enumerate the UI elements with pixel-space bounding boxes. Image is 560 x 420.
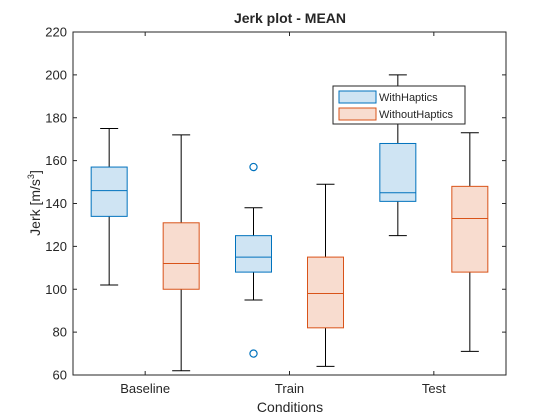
y-tick-label: 200 (45, 67, 67, 82)
y-axis-label: Jerk [m/s3] (26, 170, 43, 236)
x-tick-label: Baseline (120, 381, 170, 396)
box-WithoutHaptics-Baseline (162, 134, 200, 372)
legend-label: WithHaptics (379, 92, 438, 104)
iqr-box (162, 222, 200, 290)
iqr-box (307, 256, 344, 329)
legend-swatch (338, 90, 377, 104)
legend-label: WithoutHaptics (379, 109, 453, 121)
x-axis-label: Conditions (257, 399, 323, 415)
plot-area: 60 80 100 120 140 160 180 200 220 Baseline Train Te… (45, 25, 507, 396)
outlier-point (249, 162, 258, 172)
y-tick-label: 120 (45, 239, 67, 254)
y-tick-label: 140 (45, 196, 67, 211)
outlier-point (249, 349, 258, 358)
box-WithHaptics-Baseline (90, 127, 128, 286)
x-tick-label: Test (422, 381, 446, 396)
axes-frame (72, 31, 507, 376)
box-WithHaptics-Test (379, 74, 417, 237)
y-axis-label-close: ] (27, 170, 43, 174)
box-WithHaptics-Train (235, 162, 272, 358)
y-tick-label: 60 (53, 368, 67, 383)
y-tick-label: 100 (45, 282, 67, 297)
y-tick-label: 160 (45, 153, 67, 168)
y-tick-label: 80 (53, 325, 67, 340)
iqr-box (90, 166, 128, 217)
chart-title: Jerk plot - MEAN (234, 10, 346, 26)
y-axis-label-exponent: 3 (26, 174, 36, 179)
legend: WithHaptics WithoutHaptics (332, 85, 466, 125)
x-tick-label: Train (275, 381, 304, 396)
iqr-box (379, 142, 417, 202)
y-tick-label: 220 (45, 25, 67, 40)
y-axis-label-main: Jerk [m/s (27, 179, 43, 236)
iqr-box (235, 235, 272, 273)
legend-swatch (338, 107, 377, 121)
box-WithoutHaptics-Test (451, 132, 489, 352)
box-WithoutHaptics-Train (307, 183, 344, 367)
y-tick-label: 180 (45, 110, 67, 125)
iqr-box (451, 185, 489, 273)
